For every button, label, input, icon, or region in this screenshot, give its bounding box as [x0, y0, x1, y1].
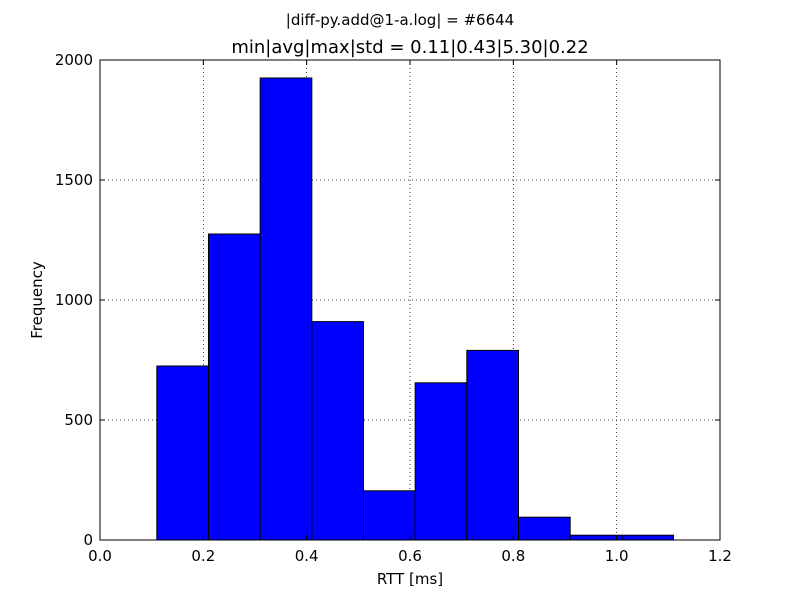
x-axis-label: RTT [ms]: [377, 570, 443, 588]
chart-supertitle: |diff-py.add@1-a.log| = #6644: [286, 11, 514, 29]
histogram-bar: [156, 365, 209, 541]
y-tick-label: 0: [83, 531, 93, 549]
histogram-bar: [208, 233, 261, 541]
x-tick-label: 0.4: [295, 547, 319, 565]
x-tick-label: 0.8: [501, 547, 525, 565]
x-tick-label: 0.2: [191, 547, 215, 565]
histogram-bar: [259, 77, 313, 541]
histogram-bars: [156, 77, 674, 541]
histogram-bar: [363, 490, 416, 541]
y-tick-label: 1000: [55, 291, 93, 309]
x-tick-label: 1.2: [708, 547, 732, 565]
histogram-bar: [414, 382, 468, 541]
histogram-bar: [311, 321, 365, 541]
y-axis-label: Frequency: [28, 261, 46, 339]
y-tick-label: 500: [64, 411, 93, 429]
axis-ticks: [99, 59, 721, 541]
y-tick-label: 2000: [55, 51, 93, 69]
histogram-bar: [621, 534, 674, 541]
x-tick-label: 0.0: [88, 547, 112, 565]
y-tick-label: 1500: [55, 171, 93, 189]
x-tick-labels: 0.0 0.2 0.4 0.6 0.8 1.0 1.2: [88, 547, 732, 565]
histogram-bar: [466, 349, 520, 541]
histogram-bar: [569, 534, 623, 541]
x-tick-label: 0.6: [398, 547, 422, 565]
histogram-bar: [518, 516, 571, 541]
chart-title: min|avg|max|std = 0.11|0.43|5.30|0.22: [231, 37, 588, 58]
y-tick-labels: 0 500 1000 1500 2000: [55, 51, 93, 549]
x-tick-label: 1.0: [605, 547, 629, 565]
